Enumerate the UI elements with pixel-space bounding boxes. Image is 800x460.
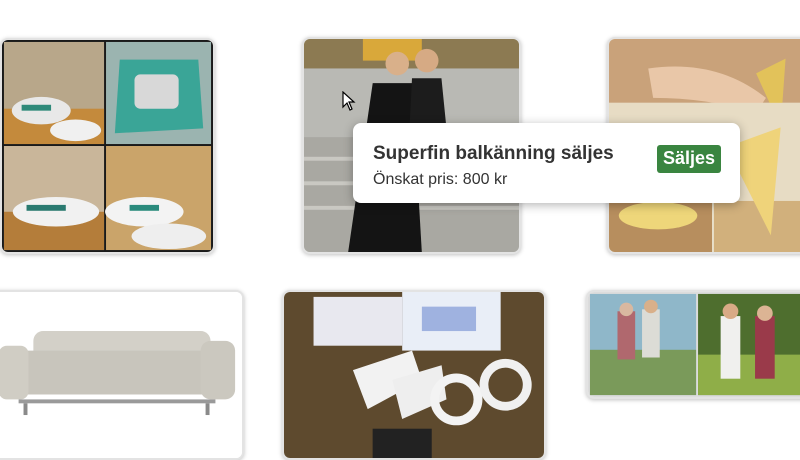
sofa-photo xyxy=(0,292,242,458)
listing-card-couple-photo[interactable] xyxy=(586,290,800,399)
status-badge: Säljes xyxy=(656,145,721,173)
listing-card-sofa[interactable] xyxy=(0,290,244,460)
listing-tooltip: Superfin balkänning säljes Önskat pris: … xyxy=(353,123,740,203)
mouse-pointer-icon xyxy=(342,91,356,111)
listing-card-wii-accessories[interactable] xyxy=(282,290,546,460)
listing-card-sneakers[interactable] xyxy=(0,38,215,254)
listing-title: Superfin balkänning säljes xyxy=(373,143,614,164)
listing-price: Önskat pris: 800 kr xyxy=(373,171,508,188)
couple-photo xyxy=(588,292,800,397)
wii-accessories-photo xyxy=(284,292,544,458)
sneakers-photo xyxy=(2,40,213,252)
